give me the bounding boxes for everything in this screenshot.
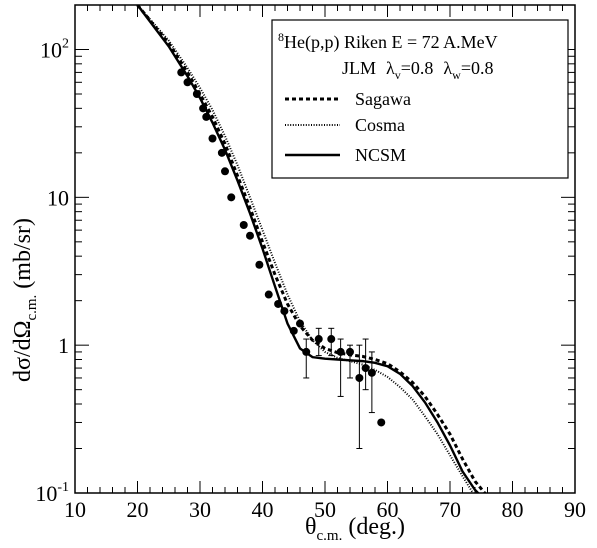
data-point <box>346 347 354 356</box>
legend-lambda-v-sub: v <box>395 68 401 82</box>
x-tick-label: 90 <box>564 497 586 522</box>
data-point <box>217 148 226 157</box>
x-axis-label: θc.m. (deg.) <box>305 514 405 544</box>
data-point <box>227 193 236 202</box>
data-point <box>355 373 364 382</box>
ncsm-curve <box>136 5 480 493</box>
legend-reaction: He(p,p) Riken E = 72 A.MeV <box>284 32 498 53</box>
data-point <box>246 231 254 240</box>
y-tick-label: 10-1 <box>35 480 69 506</box>
data-point <box>314 335 323 344</box>
y-tick-label-base: 10 <box>47 185 69 210</box>
y-axis-label-tail: (mb/sr) <box>10 218 36 295</box>
sagawa-legend-label: Sagawa <box>355 89 411 109</box>
data-point <box>264 290 273 299</box>
legend-isotope-mass: 8 <box>278 30 284 44</box>
data-point <box>208 134 217 143</box>
y-tick-label: 1 <box>58 333 69 358</box>
legend-entries: Sagawa Cosma NCSM <box>285 89 411 165</box>
y-axis-label: dσ/dΩc.m. (mb/sr) <box>10 218 40 382</box>
cosma-legend-label: Cosma <box>355 115 405 135</box>
x-tick-label: 20 <box>127 497 149 522</box>
sagawa-curve <box>136 5 487 493</box>
legend-header-line1: 8He(p,p) Riken E = 72 A.MeV <box>278 30 498 53</box>
y-tick-label: 10 <box>47 185 69 210</box>
y-axis-label-main: dσ/dΩ <box>10 321 36 382</box>
data-point <box>289 326 298 335</box>
data-point <box>192 90 201 99</box>
y-tick-label: 102 <box>40 37 69 63</box>
data-point <box>367 368 376 377</box>
legend-lambda-w-value: =0.8 <box>461 58 494 78</box>
y-tick-label-base: 10 <box>35 481 57 506</box>
data-point <box>239 220 248 229</box>
data-point <box>377 418 386 427</box>
data-point <box>183 78 192 87</box>
legend-lambda-v: λ <box>386 58 395 78</box>
legend-lambda-w-sub: w <box>452 68 461 82</box>
x-axis-label-tail: (deg.) <box>342 514 405 540</box>
data-point <box>255 260 264 269</box>
y-axis-label-sub: c.m. <box>24 295 40 321</box>
data-points <box>177 68 386 449</box>
legend-header-line2: JLM λv=0.8 λw=0.8 <box>342 58 493 82</box>
data-point <box>177 68 186 77</box>
legend: 8He(p,p) Riken E = 72 A.MeV JLM λv=0.8 λw=… <box>271 19 569 179</box>
x-tick-label: 30 <box>189 497 211 522</box>
legend-lambda-v-value: =0.8 <box>401 58 434 78</box>
x-tick-labels: 10 20 30 40 50 60 70 80 90 <box>64 497 586 522</box>
legend-lambda-w: λ <box>443 58 452 78</box>
data-point <box>274 299 283 308</box>
y-tick-label-base: 1 <box>58 333 69 358</box>
data-point <box>336 347 345 356</box>
x-tick-label: 40 <box>252 497 274 522</box>
x-tick-label: 10 <box>64 497 86 522</box>
x-tick-label: 70 <box>439 497 461 522</box>
model-curves <box>136 5 487 493</box>
data-point <box>361 364 370 373</box>
x-tick-label: 80 <box>502 497 524 522</box>
data-point <box>221 167 229 176</box>
data-point <box>327 335 336 344</box>
legend-jlm: JLM <box>342 58 376 78</box>
data-point <box>202 112 211 121</box>
data-point <box>296 319 304 328</box>
x-axis-label-main: θ <box>305 514 317 540</box>
data-point <box>199 104 208 113</box>
y-tick-label-exponent: -1 <box>57 480 69 495</box>
x-axis-label-sub: c.m. <box>317 528 343 544</box>
x-tick-label: 60 <box>377 497 399 522</box>
y-tick-label-exponent: 2 <box>62 37 69 52</box>
y-tick-label-base: 10 <box>40 38 62 63</box>
ncsm-legend-label: NCSM <box>355 145 406 165</box>
x-tick-label: 50 <box>314 497 336 522</box>
data-point <box>302 347 311 356</box>
axis-ticks <box>74 4 576 494</box>
data-point <box>280 307 289 316</box>
